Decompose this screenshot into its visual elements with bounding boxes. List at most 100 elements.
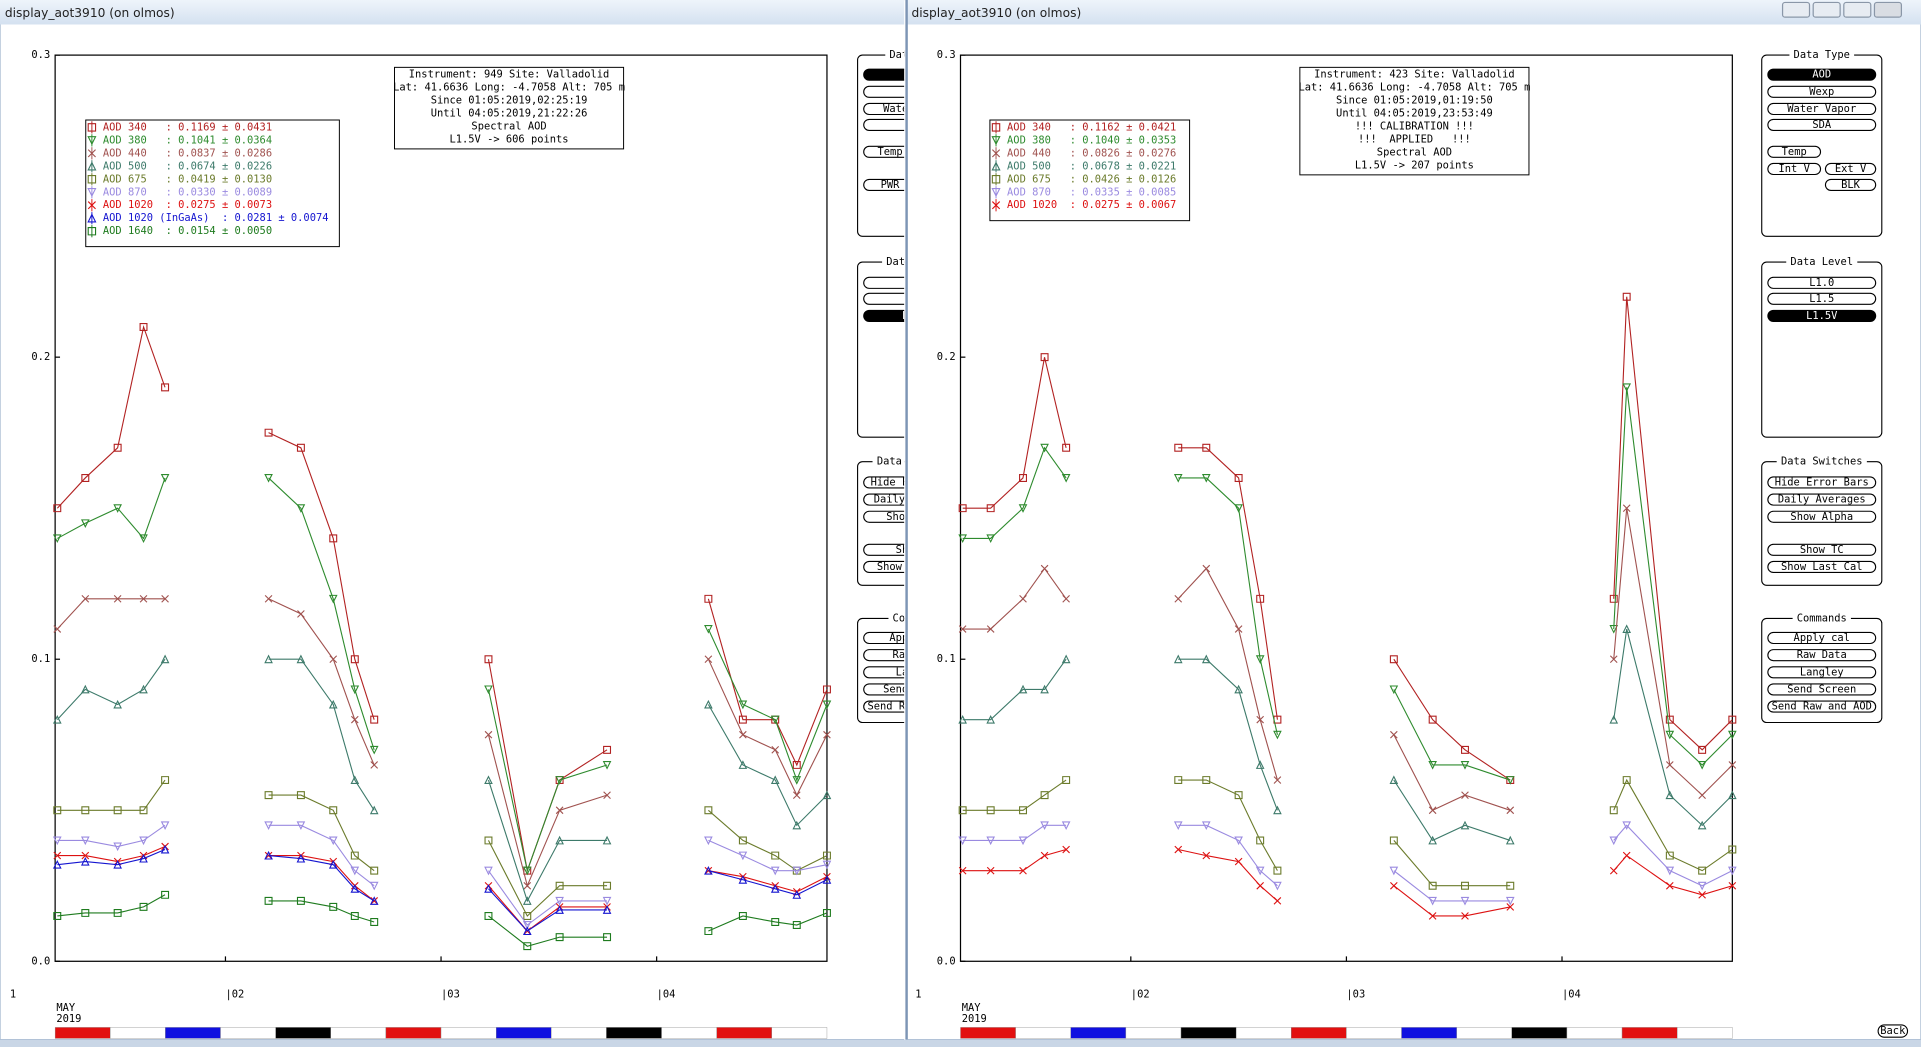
panel-button[interactable] — [1767, 102, 1877, 116]
panel-button-label[interactable]: Show Last Cal — [1781, 561, 1862, 573]
panel-button[interactable] — [1767, 631, 1877, 645]
panel-button-label[interactable]: Langley — [1800, 666, 1844, 678]
data-point — [1234, 504, 1243, 513]
data-point — [1390, 881, 1398, 890]
data-point — [522, 896, 532, 905]
panel-button-label[interactable]: L1.5V — [902, 310, 933, 322]
panel-button[interactable] — [1767, 162, 1822, 176]
panel-button[interactable] — [1767, 666, 1877, 679]
data-point — [81, 474, 90, 482]
panel-button-label[interactable]: PWR — [881, 179, 901, 191]
panel-button-label[interactable]: Raw Data — [1797, 649, 1847, 661]
window-button-close[interactable] — [1873, 1, 1903, 18]
panel-button-label[interactable]: L1.0 — [1809, 277, 1834, 289]
panel-button-label[interactable]: Send Raw and AOD — [1772, 701, 1872, 713]
panel-button[interactable] — [863, 309, 972, 322]
data-point — [823, 730, 831, 739]
panel-button-label[interactable]: Hide Error Bars — [1775, 476, 1869, 488]
data-point — [1428, 760, 1437, 770]
panel-button[interactable] — [1824, 162, 1877, 176]
panel-button[interactable] — [1824, 178, 1877, 191]
panel-button[interactable] — [863, 560, 972, 574]
panel-button[interactable] — [863, 683, 972, 696]
panel-button[interactable] — [1767, 68, 1877, 81]
panel-button[interactable] — [1767, 560, 1877, 574]
panel-button[interactable] — [1767, 476, 1877, 489]
legend-entry: AOD 440 : 0.0837 ± 0.0286 — [103, 147, 272, 159]
panel-button[interactable] — [863, 178, 917, 191]
panel-button[interactable] — [863, 68, 972, 81]
panel-button-label[interactable]: Send Screen — [1787, 683, 1856, 695]
panel-button[interactable] — [863, 476, 972, 489]
panel-button-label[interactable]: BLK — [1841, 179, 1861, 191]
panel-button-label[interactable]: Show Alpha — [886, 511, 949, 523]
panel-button-label[interactable]: Send Raw and AOD — [867, 701, 967, 713]
panel-button-label[interactable]: L1.5V — [1806, 310, 1837, 322]
panel-button[interactable] — [863, 276, 972, 289]
panel-button-label[interactable]: Hide Error Bars — [871, 476, 965, 488]
panel-button-label[interactable]: Int V — [1779, 163, 1810, 175]
panel-button[interactable] — [1767, 683, 1877, 696]
panel-button[interactable] — [863, 102, 972, 116]
panel-button[interactable] — [863, 145, 917, 158]
panel-button-label[interactable]: L1.5 — [1809, 293, 1834, 305]
panel-button[interactable] — [863, 510, 972, 523]
panel-button[interactable] — [1767, 145, 1822, 158]
date-strip — [1456, 1027, 1512, 1039]
panel-button-label[interactable]: Temp — [878, 146, 903, 158]
panel-button-label[interactable]: SDA — [1812, 119, 1832, 131]
panel-button-label[interactable]: Wexp — [1809, 86, 1834, 98]
panel-button[interactable] — [863, 700, 972, 713]
panel-button-label[interactable]: Temp — [1782, 146, 1807, 158]
legend-entry: AOD 1020 : 0.0275 ± 0.0067 — [1007, 199, 1176, 211]
panel-button[interactable] — [863, 493, 972, 506]
info-line: Until 04:05:2019,23:53:49 — [1336, 108, 1493, 120]
data-point — [958, 806, 967, 815]
panel-button-label[interactable]: Apply cal — [889, 632, 945, 644]
panel-button[interactable] — [863, 649, 972, 662]
panel-button[interactable] — [1767, 510, 1877, 523]
panel-button-label[interactable]: Show TC — [896, 544, 940, 556]
panel-button[interactable] — [863, 118, 972, 131]
panel-button-label[interactable]: Ext V — [1835, 163, 1866, 175]
data-point — [1609, 866, 1618, 875]
panel-button-label[interactable]: Show TC — [1800, 544, 1844, 556]
panel-button-label[interactable]: Show Alpha — [1790, 511, 1853, 523]
data-point — [1234, 474, 1243, 482]
back-label[interactable]: Back — [1880, 1025, 1906, 1037]
data-point — [350, 911, 359, 920]
panel-button[interactable] — [1767, 649, 1877, 662]
panel-button[interactable] — [863, 666, 972, 679]
panel-button[interactable] — [1767, 85, 1877, 98]
panel-button[interactable] — [1767, 493, 1877, 506]
panel-button[interactable] — [863, 631, 972, 645]
panel-button[interactable] — [1767, 118, 1877, 131]
panel-button[interactable] — [863, 543, 972, 556]
panel-button[interactable] — [1767, 292, 1877, 305]
panel-button-label[interactable]: Apply cal — [1794, 632, 1850, 644]
panel-button[interactable] — [1767, 309, 1877, 322]
data-point — [792, 820, 802, 830]
panel-button[interactable] — [863, 292, 972, 305]
panel-button-label[interactable]: Daily Averages — [874, 494, 962, 506]
panel-button[interactable] — [1767, 543, 1877, 556]
panel-button[interactable] — [1767, 700, 1877, 713]
panel-title: Data Switches — [877, 456, 958, 468]
panel-button-label[interactable]: Daily Averages — [1778, 494, 1866, 506]
back-button[interactable] — [1877, 1024, 1909, 1038]
panel-button-label[interactable]: AOD — [1812, 69, 1831, 81]
panel-button-label[interactable]: Water Vapor — [883, 103, 952, 115]
panel-button-label[interactable]: Send Screen — [883, 683, 952, 695]
panel-button-label[interactable]: Langley — [896, 666, 940, 678]
panel-button-label[interactable]: Show Last Cal — [877, 561, 958, 573]
panel-button[interactable] — [1767, 276, 1877, 289]
window-button-restore[interactable] — [1843, 1, 1872, 18]
window-button-max[interactable] — [1812, 1, 1841, 18]
data-point — [555, 896, 564, 906]
y-tick-label: 0.1 — [937, 653, 956, 665]
panel-button-label[interactable]: Water Vapor — [1787, 103, 1856, 115]
data-point — [1460, 820, 1470, 830]
panel-button-label[interactable]: Raw Data — [893, 649, 943, 661]
window-button-min[interactable] — [1781, 1, 1811, 18]
panel-button[interactable] — [863, 85, 972, 98]
